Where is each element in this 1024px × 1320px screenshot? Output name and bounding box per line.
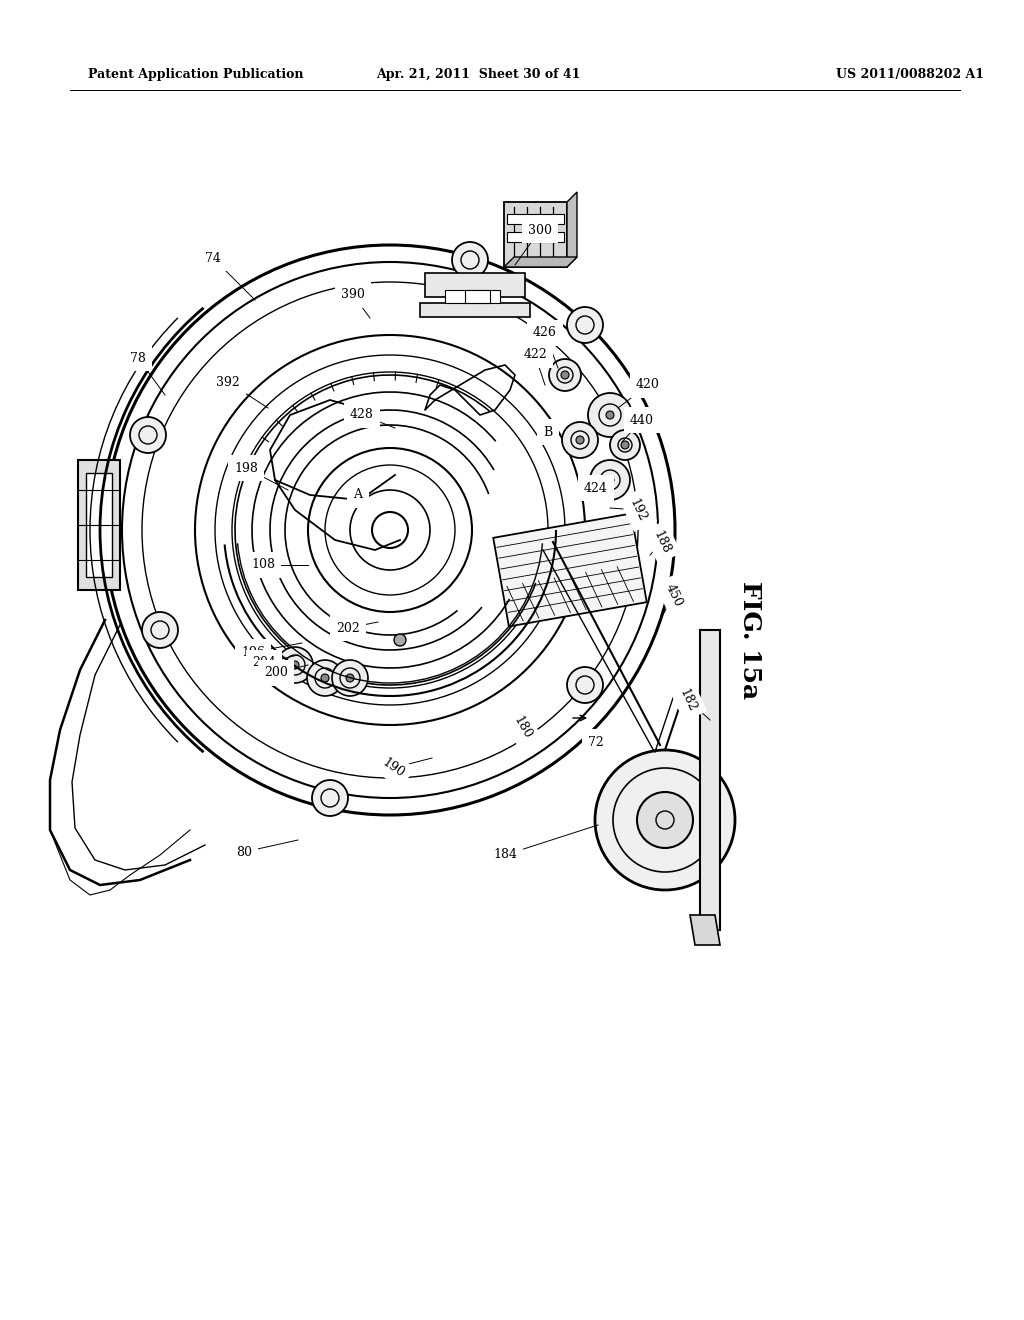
Text: 390: 390 [341, 289, 365, 301]
Text: 78: 78 [130, 351, 146, 364]
Polygon shape [504, 257, 577, 267]
Circle shape [307, 660, 343, 696]
Text: 426: 426 [534, 326, 557, 339]
Text: 428: 428 [350, 408, 374, 421]
Text: 196: 196 [241, 645, 265, 659]
Polygon shape [86, 473, 112, 577]
Text: 300: 300 [528, 223, 552, 236]
Polygon shape [507, 214, 564, 224]
Polygon shape [78, 459, 120, 590]
Text: 192: 192 [627, 496, 649, 524]
Text: 190: 190 [380, 756, 407, 780]
Text: 72: 72 [588, 735, 604, 748]
Circle shape [312, 780, 348, 816]
Text: A: A [353, 488, 362, 502]
Polygon shape [494, 513, 647, 627]
Text: US 2011/0088202 A1: US 2011/0088202 A1 [836, 69, 984, 81]
Polygon shape [567, 191, 577, 267]
Text: FIG. 15a: FIG. 15a [738, 581, 762, 700]
Circle shape [595, 750, 735, 890]
Circle shape [130, 417, 166, 453]
Text: 450: 450 [664, 581, 685, 609]
Circle shape [291, 661, 299, 669]
Polygon shape [425, 273, 525, 297]
Circle shape [588, 393, 632, 437]
Text: 424: 424 [584, 482, 608, 495]
Text: 108: 108 [251, 558, 275, 572]
Circle shape [394, 634, 406, 645]
Circle shape [606, 477, 614, 484]
Text: 182: 182 [677, 686, 699, 714]
Text: 422: 422 [523, 348, 547, 362]
Circle shape [606, 411, 614, 418]
Text: 80: 80 [236, 846, 252, 858]
Text: 420: 420 [636, 379, 659, 392]
Text: 184: 184 [493, 849, 517, 862]
Circle shape [567, 308, 603, 343]
Polygon shape [445, 290, 500, 304]
Text: 198: 198 [234, 462, 258, 474]
Circle shape [452, 242, 488, 279]
Circle shape [321, 675, 329, 682]
Text: 204: 204 [252, 656, 275, 669]
Circle shape [575, 436, 584, 444]
Text: 392: 392 [216, 375, 240, 388]
Text: 200: 200 [264, 667, 288, 680]
Text: 74: 74 [205, 252, 221, 264]
Text: 188: 188 [651, 528, 673, 556]
Text: B: B [544, 425, 553, 438]
Circle shape [637, 792, 693, 847]
Polygon shape [690, 915, 720, 945]
Text: 440: 440 [630, 413, 654, 426]
Text: 202: 202 [336, 622, 359, 635]
Text: 180: 180 [510, 714, 534, 742]
Text: Patent Application Publication: Patent Application Publication [88, 69, 303, 81]
Circle shape [561, 371, 569, 379]
Polygon shape [504, 202, 567, 267]
Circle shape [567, 667, 603, 704]
Polygon shape [420, 304, 530, 317]
Circle shape [142, 612, 178, 648]
Polygon shape [507, 232, 564, 242]
Circle shape [590, 459, 630, 500]
Circle shape [346, 675, 354, 682]
Circle shape [332, 660, 368, 696]
Circle shape [549, 359, 581, 391]
Circle shape [562, 422, 598, 458]
Polygon shape [465, 290, 490, 304]
Text: Apr. 21, 2011  Sheet 30 of 41: Apr. 21, 2011 Sheet 30 of 41 [376, 69, 581, 81]
Circle shape [610, 430, 640, 459]
Circle shape [621, 441, 629, 449]
Circle shape [278, 647, 313, 682]
Polygon shape [700, 630, 720, 931]
